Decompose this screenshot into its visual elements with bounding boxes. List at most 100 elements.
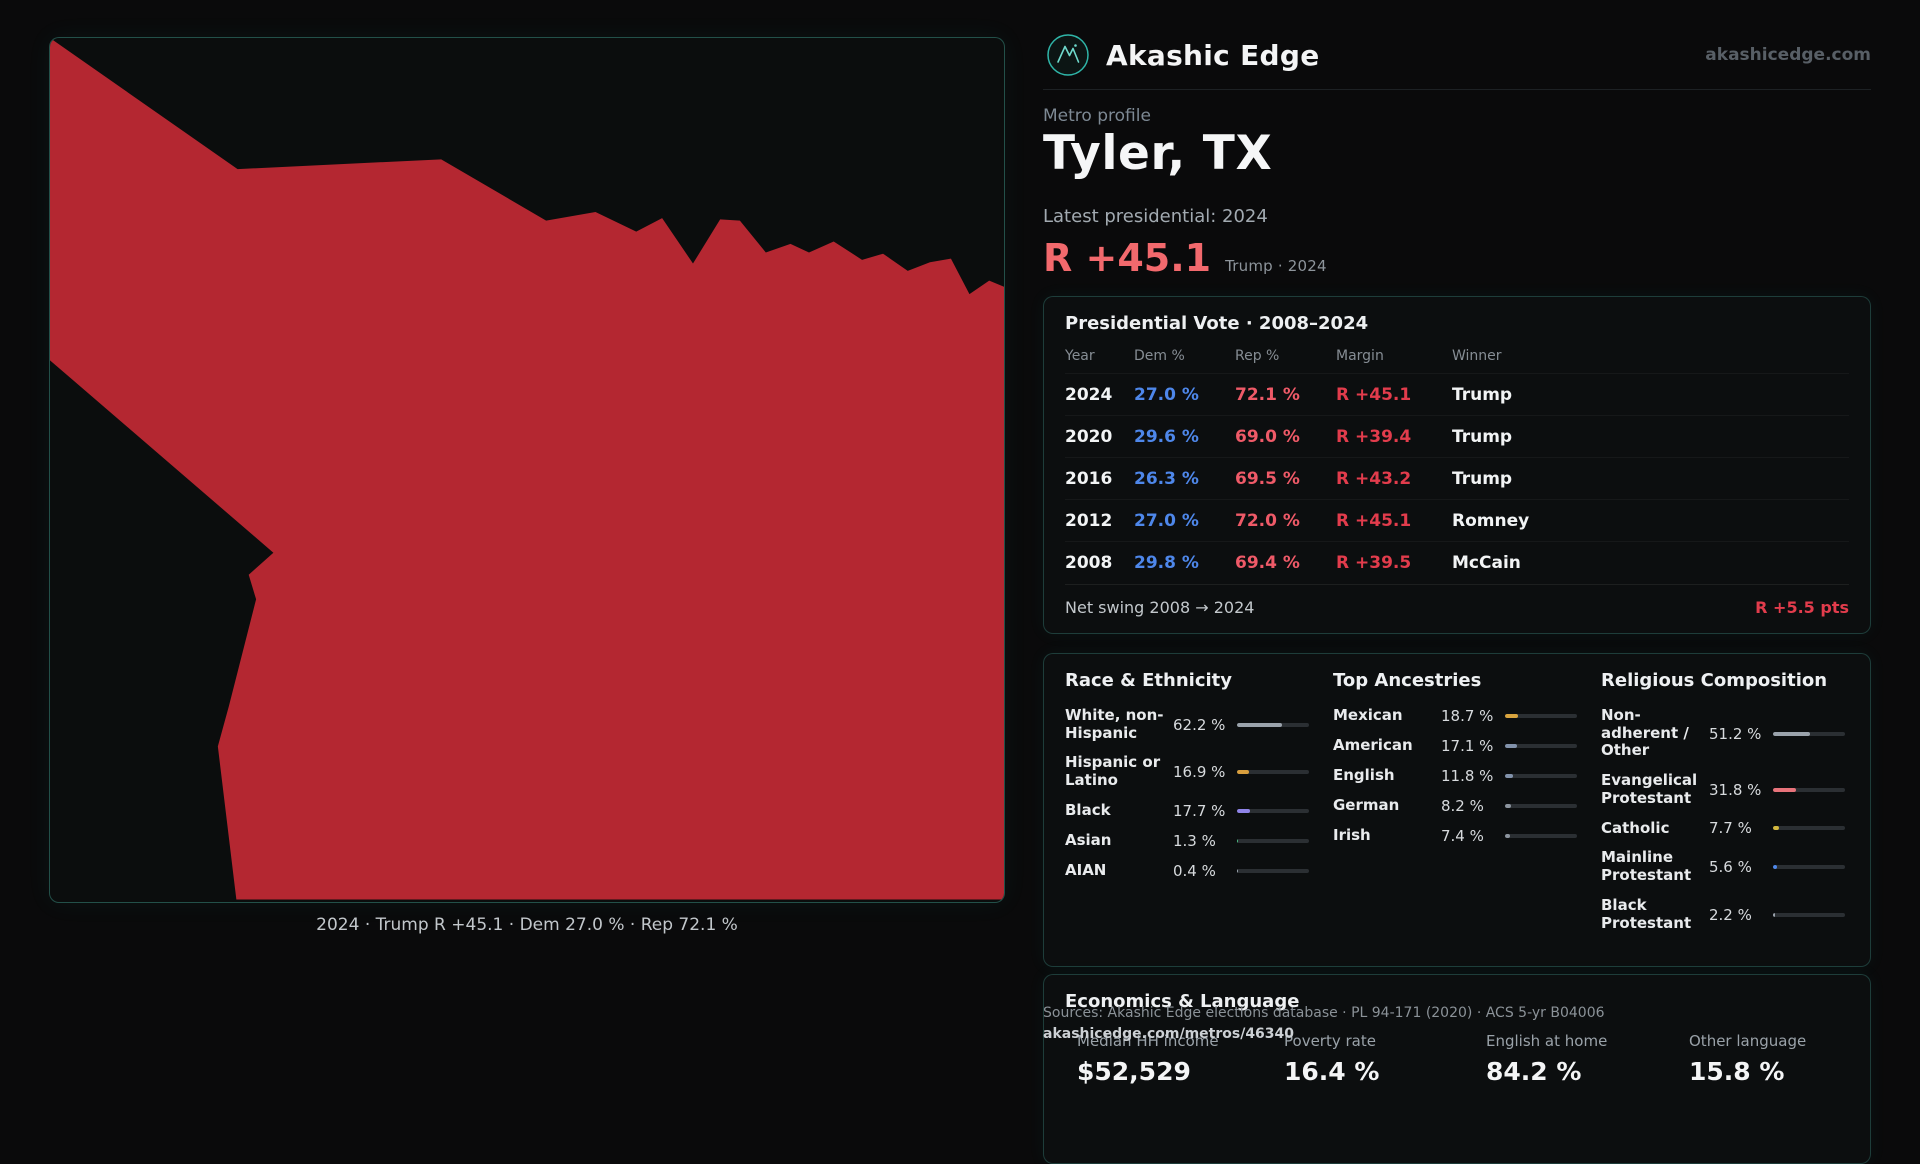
stat-label: Poverty rate [1284, 1032, 1376, 1050]
demo-label: Hispanic or Latino [1065, 753, 1161, 790]
col-margin: Margin [1336, 348, 1384, 364]
brand-domain-link[interactable]: akashicedge.com [1705, 45, 1871, 65]
cell-rep: 69.4 % [1235, 552, 1300, 573]
demo-bar [1505, 834, 1577, 838]
demo-value: 17.1 % [1441, 737, 1494, 755]
list-item: Non-adherent / Other 51.2 % [1601, 706, 1851, 760]
list-item: Black 17.7 % [1065, 800, 1333, 820]
cell-margin: R +43.2 [1336, 468, 1412, 489]
cell-rep: 69.5 % [1235, 468, 1300, 489]
cell-year: 2012 [1065, 510, 1113, 531]
demo-bar [1773, 731, 1845, 736]
list-item: Mexican 18.7 % [1333, 706, 1601, 725]
race-ethnicity-section: Race & Ethnicity White, non-Hispanic 62.… [1065, 670, 1333, 944]
col-rep: Rep % [1235, 348, 1280, 364]
demo-label: Non-adherent / Other [1601, 706, 1689, 760]
demo-label: Black Protestant [1601, 895, 1692, 932]
demo-label: English [1333, 766, 1395, 785]
stat-value: 84.2 % [1486, 1057, 1582, 1086]
profile-kicker: Metro profile [1043, 106, 1151, 126]
demo-label: AIAN [1065, 860, 1107, 879]
list-item: Evangelical Protestant 31.8 % [1601, 771, 1851, 807]
table-row: 2024 27.0 % 72.1 % R +45.1 Trump [1065, 373, 1849, 415]
stat-label: English at home [1486, 1032, 1608, 1050]
vote-table-header: Year Dem % Rep % Margin Winner [1065, 348, 1849, 373]
demo-label: Asian [1065, 830, 1112, 849]
page-title: Tyler, TX [1043, 126, 1273, 181]
cell-margin: R +45.1 [1336, 510, 1412, 531]
cell-dem: 26.3 % [1134, 468, 1199, 489]
list-item: Asian 1.3 % [1065, 830, 1333, 850]
list-item: White, non-Hispanic 62.2 % [1065, 706, 1333, 742]
headline-context: Trump · 2024 [1225, 257, 1327, 275]
religious-composition-section: Religious Composition Non-adherent / Oth… [1601, 670, 1851, 944]
demo-value: 11.8 % [1441, 767, 1494, 785]
top-ancestries-title: Top Ancestries [1333, 670, 1482, 691]
demo-value: 16.9 % [1173, 763, 1226, 782]
net-swing-label: Net swing 2008 → 2024 [1065, 598, 1255, 617]
permalink-link[interactable]: akashicedge.com/metros/46340 [1043, 1026, 1295, 1042]
cell-margin: R +39.5 [1336, 552, 1412, 573]
brand-logo-icon [1046, 33, 1090, 77]
list-item: Catholic 7.7 % [1601, 819, 1851, 837]
vote-card-title: Presidential Vote · 2008–2024 [1065, 313, 1369, 334]
list-item: American 17.1 % [1333, 736, 1601, 755]
cell-winner: McCain [1452, 552, 1521, 573]
net-swing-value: R +5.5 pts [1755, 598, 1849, 617]
stat-value: $52,529 [1077, 1057, 1191, 1086]
demo-bar [1237, 838, 1309, 843]
demo-bar [1505, 714, 1577, 718]
cell-margin: R +39.4 [1336, 426, 1412, 447]
demo-label: Evangelical Protestant [1601, 771, 1698, 807]
list-item: Mainline Protestant 5.6 % [1601, 848, 1851, 884]
stat-label: Median HH income [1077, 1032, 1219, 1050]
cell-dem: 27.0 % [1134, 384, 1199, 405]
cell-rep: 72.1 % [1235, 384, 1300, 405]
demo-value: 8.2 % [1441, 797, 1484, 815]
cell-year: 2020 [1065, 426, 1113, 447]
demo-value: 18.7 % [1441, 707, 1494, 725]
demo-bar [1237, 722, 1309, 727]
demo-label: Irish [1333, 826, 1371, 845]
demo-bar [1237, 770, 1309, 775]
table-row: 2012 27.0 % 72.0 % R +45.1 Romney [1065, 499, 1849, 541]
demo-label: Black [1065, 800, 1111, 819]
presidential-vote-card: Presidential Vote · 2008–2024 Year Dem %… [1043, 296, 1871, 634]
cell-winner: Romney [1452, 510, 1530, 531]
cell-margin: R +45.1 [1336, 384, 1412, 405]
stat-poverty-rate: Poverty rate 16.4 % [1284, 1032, 1486, 1086]
table-row: 2008 29.8 % 69.4 % R +39.5 McCain [1065, 541, 1849, 583]
demo-value: 7.7 % [1709, 819, 1752, 838]
cell-rep: 72.0 % [1235, 510, 1300, 531]
economics-title: Economics & Language [1065, 991, 1300, 1012]
list-item: Irish 7.4 % [1333, 826, 1601, 845]
cell-dem: 29.8 % [1134, 552, 1199, 573]
cell-winner: Trump [1452, 384, 1513, 405]
demo-value: 5.6 % [1709, 858, 1752, 877]
col-dem: Dem % [1134, 348, 1185, 364]
net-swing-row: Net swing 2008 → 2024 R +5.5 pts [1065, 584, 1849, 617]
list-item: Hispanic or Latino 16.9 % [1065, 753, 1333, 790]
demo-value: 7.4 % [1441, 827, 1484, 845]
demo-value: 31.8 % [1709, 780, 1762, 799]
stat-english-at-home: English at home 84.2 % [1486, 1032, 1689, 1086]
demo-value: 62.2 % [1173, 715, 1226, 734]
col-year: Year [1065, 348, 1095, 364]
cell-dem: 27.0 % [1134, 510, 1199, 531]
demo-bar [1505, 744, 1577, 748]
demo-label: White, non-Hispanic [1065, 706, 1164, 742]
header-divider [1043, 89, 1871, 90]
metro-map-panel [49, 37, 1005, 903]
cell-rep: 69.0 % [1235, 426, 1300, 447]
metro-map [50, 38, 1004, 900]
headline-margin: R +45.1 Trump · 2024 [1043, 236, 1327, 280]
demo-label: Catholic [1601, 818, 1670, 837]
demo-value: 0.4 % [1173, 861, 1216, 880]
cell-winner: Trump [1452, 426, 1513, 447]
demo-bar [1773, 912, 1845, 917]
demo-bar [1773, 865, 1845, 870]
cell-year: 2016 [1065, 468, 1113, 489]
top-ancestries-section: Top Ancestries Mexican 18.7 % American 1… [1333, 670, 1601, 944]
demo-value: 2.2 % [1709, 905, 1752, 924]
cell-year: 2024 [1065, 384, 1113, 405]
